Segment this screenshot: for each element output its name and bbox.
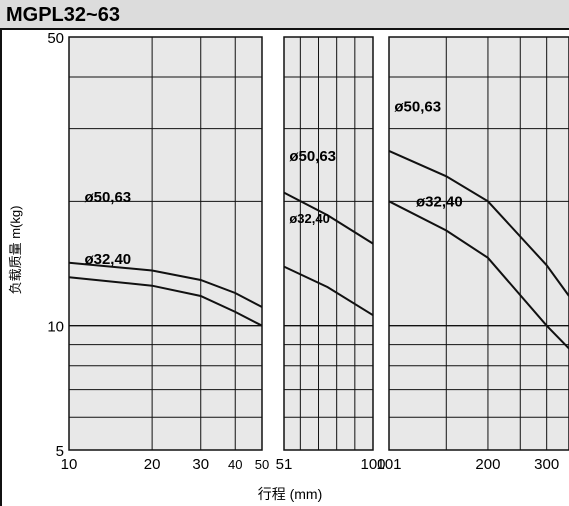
panel-background — [69, 37, 262, 450]
chart-panel-2: ø50,63 ø32,40 51 100 — [276, 36, 386, 473]
y-axis-label: 负载质量 m(kg) — [8, 206, 23, 295]
x-tick-label: 40 — [228, 457, 242, 472]
series-label: ø32,40 — [84, 251, 131, 268]
frame-border — [0, 30, 2, 506]
x-tick-label: 300 — [534, 456, 559, 473]
x-tick-label: 100 — [360, 456, 385, 473]
y-tick-label: 10 — [47, 319, 64, 336]
series-label: ø32,40 — [289, 211, 329, 226]
series-line-large-bore — [68, 261, 263, 308]
panel-background — [284, 37, 373, 450]
chart-panel-3: ø50,63 ø32,40 101 200 300 — [376, 36, 569, 473]
x-tick-label: 200 — [475, 456, 500, 473]
x-tick-label: 101 — [376, 456, 401, 473]
series-line-large-bore — [283, 191, 374, 245]
chart-title: MGPL32~63 — [6, 4, 120, 26]
series-label: ø50,63 — [394, 98, 441, 115]
y-tick-label: 50 — [47, 30, 64, 47]
series-line-small-bore — [283, 265, 374, 317]
series-label: ø50,63 — [289, 148, 336, 165]
chart-panel-1: ø50,63 ø32,40 10 20 30 40 50 — [61, 36, 269, 473]
y-tick-label: 5 — [56, 443, 64, 460]
panel-border — [68, 36, 263, 451]
series-label: ø50,63 — [84, 189, 131, 206]
y-tick-labels: 50 10 5 — [47, 30, 64, 460]
x-tick-label: 30 — [192, 456, 209, 473]
x-tick-label: 10 — [61, 456, 78, 473]
series-line-small-bore — [388, 200, 569, 350]
x-axis-label: 行程 (mm) — [258, 486, 323, 502]
panel-border — [388, 36, 569, 451]
series-line-large-bore — [388, 149, 569, 297]
x-tick-label: 20 — [144, 456, 161, 473]
panel-background — [389, 37, 569, 450]
series-label: ø32,40 — [416, 193, 463, 210]
title-bar: MGPL32~63 — [0, 0, 569, 30]
x-tick-label: 50 — [255, 457, 269, 472]
series-line-small-bore — [68, 276, 263, 327]
x-tick-label: 51 — [276, 456, 293, 473]
